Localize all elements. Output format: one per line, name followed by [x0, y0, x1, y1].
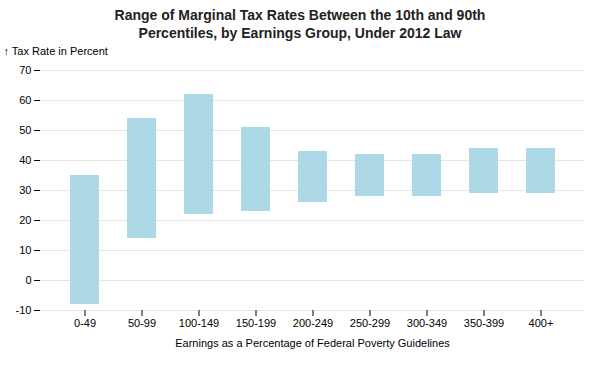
svg-text:Earnings as a Percentage of Fe: Earnings as a Percentage of Federal Pove… — [175, 337, 450, 349]
html-text:Range of Marginal Tax Rates Be: Range of Marginal Tax Rates Between the … — [114, 7, 486, 42]
svg-text:↑ Tax Rate in Percent: ↑ Tax Rate in Percent — [4, 46, 108, 58]
svg-text:0-49: 0-49 — [74, 318, 96, 330]
svg-text:0: 0 — [25, 274, 31, 286]
svg-text:100-149: 100-149 — [179, 318, 219, 330]
svg-text:200-249: 200-249 — [293, 318, 333, 330]
svg-text:20: 20 — [19, 214, 31, 226]
svg-text:250-299: 250-299 — [350, 318, 390, 330]
svg-text:-10: -10 — [16, 304, 32, 316]
svg-text:300-349: 300-349 — [407, 318, 447, 330]
svg-text:30: 30 — [19, 184, 31, 196]
svg-text:70: 70 — [19, 64, 31, 76]
svg-text:150-199: 150-199 — [236, 318, 276, 330]
svg-text:10: 10 — [19, 244, 31, 256]
svg-text:400+: 400+ — [529, 318, 554, 330]
svg-text:350-399: 350-399 — [464, 318, 504, 330]
svg-text:40: 40 — [19, 154, 31, 166]
svg-text:50: 50 — [19, 124, 31, 136]
svg-text:60: 60 — [19, 94, 31, 106]
svg-text:50-99: 50-99 — [128, 318, 156, 330]
